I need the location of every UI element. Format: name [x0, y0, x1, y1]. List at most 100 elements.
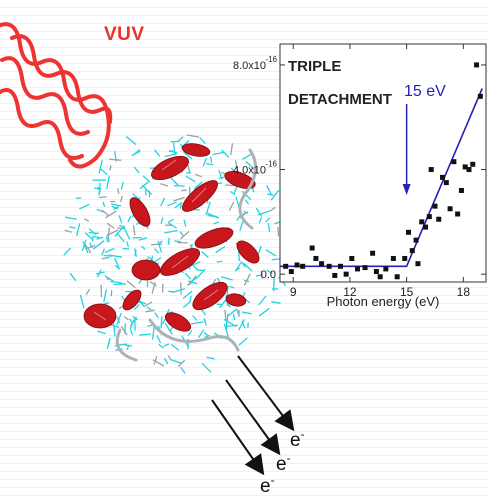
- side-chain-stick: [236, 215, 241, 221]
- side-chain-stick: [110, 203, 122, 207]
- data-point: [283, 263, 289, 269]
- y-tick-label: 4.0x10: [233, 165, 266, 177]
- side-chain-stick: [220, 276, 233, 281]
- data-point: [288, 269, 294, 275]
- side-chain-stick: [151, 282, 156, 294]
- side-chain-stick: [85, 288, 91, 295]
- side-chain-stick: [167, 201, 177, 207]
- side-chain-stick: [164, 322, 173, 335]
- side-chain-stick: [230, 190, 236, 196]
- side-chain-stick: [221, 149, 230, 159]
- side-chain-stick: [266, 185, 273, 196]
- side-chain-stick: [139, 181, 150, 190]
- data-point: [313, 255, 319, 261]
- side-chain-stick: [172, 288, 186, 294]
- side-chain-stick: [265, 217, 271, 223]
- data-point: [443, 180, 449, 186]
- side-chain-stick: [230, 143, 234, 156]
- side-chain-stick: [145, 309, 155, 313]
- data-point: [309, 245, 315, 251]
- side-chain-stick: [106, 175, 110, 190]
- side-chain-stick: [118, 215, 123, 224]
- side-chain-stick: [120, 326, 128, 336]
- side-chain-stick: [241, 311, 252, 315]
- vuv-label: VUV: [104, 24, 145, 45]
- side-chain-stick: [170, 359, 182, 364]
- side-chain-stick: [205, 201, 211, 216]
- side-chain-stick: [106, 229, 119, 237]
- side-chain-stick: [79, 203, 90, 210]
- data-point: [428, 167, 434, 173]
- chart-title-line-2: DETACHMENT: [288, 91, 392, 108]
- side-chain-stick: [84, 232, 94, 240]
- side-chain-stick: [174, 201, 183, 209]
- side-chain-stick: [112, 323, 116, 337]
- data-point: [373, 269, 379, 275]
- side-chain-stick: [138, 236, 148, 241]
- side-chain-stick: [129, 316, 138, 327]
- data-point: [455, 211, 461, 217]
- side-chain-stick: [107, 236, 110, 243]
- side-chain-stick: [188, 280, 193, 286]
- side-chain-stick: [260, 270, 263, 279]
- side-chain-stick: [265, 249, 277, 257]
- side-chain-stick: [139, 333, 152, 336]
- side-chain-stick: [98, 196, 107, 199]
- side-chain-stick: [188, 280, 198, 285]
- side-chain-stick: [146, 306, 152, 311]
- side-chain-stick: [160, 217, 164, 225]
- side-chain-stick: [219, 299, 227, 309]
- side-chain-stick: [187, 330, 193, 337]
- side-chain-stick: [167, 237, 170, 245]
- data-point: [477, 93, 483, 99]
- data-point: [466, 167, 472, 173]
- side-chain-stick: [82, 241, 89, 254]
- side-chain-stick: [108, 254, 123, 258]
- side-chain-stick: [257, 245, 262, 255]
- side-chain-stick: [126, 280, 136, 289]
- side-chain-stick: [89, 242, 93, 249]
- side-chain-stick: [105, 236, 109, 243]
- side-chain-stick: [163, 357, 169, 365]
- side-chain-stick: [224, 309, 227, 322]
- side-chain-stick: [271, 258, 281, 261]
- x-axis-label: Photon energy (eV): [327, 294, 440, 309]
- side-chain-stick: [97, 186, 101, 193]
- data-point: [423, 224, 429, 230]
- side-chain-stick: [94, 187, 102, 190]
- data-point: [362, 265, 368, 271]
- y-tick-label: 0.0: [261, 269, 276, 281]
- side-chain-stick: [114, 264, 121, 270]
- threshold-annotation-arrowhead: [402, 184, 411, 195]
- side-chain-stick: [141, 184, 153, 195]
- electron-arrow-3: [237, 355, 295, 432]
- side-chain-stick: [84, 218, 90, 222]
- side-chain-stick: [181, 189, 187, 192]
- side-chain-stick: [207, 212, 219, 219]
- side-chain-stick: [168, 222, 177, 229]
- side-chain-stick: [239, 221, 244, 231]
- side-chain-stick: [212, 278, 217, 285]
- data-point: [390, 255, 396, 261]
- side-chain-stick: [229, 285, 235, 289]
- threshold-annotation-label: 15 eV: [404, 83, 446, 100]
- side-chain-stick: [156, 335, 162, 344]
- side-chain-stick: [215, 246, 226, 254]
- side-chain-stick: [203, 318, 207, 326]
- side-chain-stick: [201, 362, 212, 373]
- data-point: [474, 62, 480, 68]
- side-chain-stick: [126, 241, 130, 248]
- side-chain-stick: [244, 199, 250, 205]
- data-point: [409, 248, 415, 254]
- side-chain-stick: [103, 289, 107, 303]
- side-chain-stick: [108, 338, 111, 345]
- side-chain-stick: [98, 160, 103, 174]
- side-chain-stick: [133, 304, 140, 311]
- side-chain-stick: [167, 354, 172, 361]
- side-chain-stick: [179, 231, 184, 237]
- side-chain-stick: [179, 203, 182, 209]
- side-chain-stick: [133, 166, 140, 174]
- side-chain-stick: [170, 343, 180, 351]
- side-chain-stick: [153, 149, 161, 157]
